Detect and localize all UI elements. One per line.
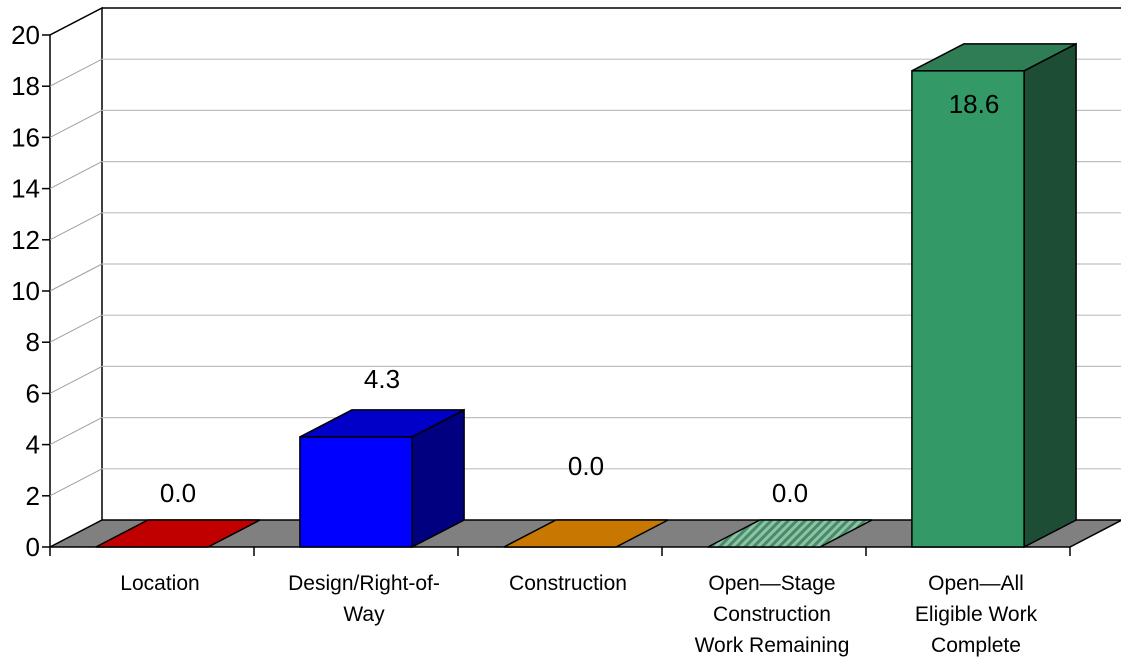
bar-front — [299, 436, 413, 548]
gridline-side — [49, 263, 103, 292]
y-tick-label: 14 — [11, 174, 40, 204]
data-label: 18.6 — [949, 89, 1000, 119]
data-label: 0.0 — [568, 451, 604, 481]
gridline-side — [49, 314, 103, 343]
data-label: 0.0 — [772, 478, 808, 508]
y-tick-label: 8 — [26, 327, 40, 357]
gridline-side — [49, 109, 103, 138]
y-tick-label: 18 — [11, 71, 40, 101]
y-tick-label: 12 — [11, 225, 40, 255]
bar — [503, 519, 669, 548]
gridline-side — [49, 417, 103, 446]
bar-side — [1023, 42, 1077, 549]
y-tick-label: 0 — [26, 532, 40, 562]
x-tick-label: Eligible Work — [915, 603, 1038, 626]
gridline-side — [49, 58, 103, 87]
y-tick-label: 2 — [26, 481, 40, 511]
y-tick-label: 20 — [11, 20, 40, 50]
x-tick-label: Open—All — [928, 572, 1024, 595]
data-label: 0.0 — [160, 478, 196, 508]
x-tick-label: Open—Stage — [708, 572, 835, 595]
data-label: 4.3 — [364, 364, 400, 394]
gridline-side — [49, 212, 103, 241]
gridline-side — [49, 365, 103, 394]
y-tick-label: 6 — [26, 378, 40, 408]
bar — [299, 408, 465, 549]
bar-flat — [707, 519, 873, 548]
bar — [95, 519, 261, 548]
x-tick-label: Location — [120, 572, 199, 595]
gridline-side — [49, 468, 103, 497]
x-tick-label: Construction — [713, 603, 831, 626]
bar-flat — [503, 519, 669, 548]
x-tick-label: Design/Right-of- — [288, 572, 440, 595]
y-tick-label: 10 — [11, 276, 40, 306]
gridline-side — [49, 161, 103, 190]
x-tick-label: Construction — [509, 572, 627, 595]
x-tick-label: Way — [343, 603, 385, 626]
bar — [707, 519, 873, 548]
y-tick-label: 16 — [11, 122, 40, 152]
bar-front — [911, 70, 1025, 548]
x-tick-label: Complete — [931, 634, 1021, 657]
x-tick-label: Work Remaining — [695, 634, 850, 657]
bar-flat — [95, 519, 261, 548]
y-tick-label: 4 — [26, 430, 40, 460]
bar — [911, 42, 1077, 549]
